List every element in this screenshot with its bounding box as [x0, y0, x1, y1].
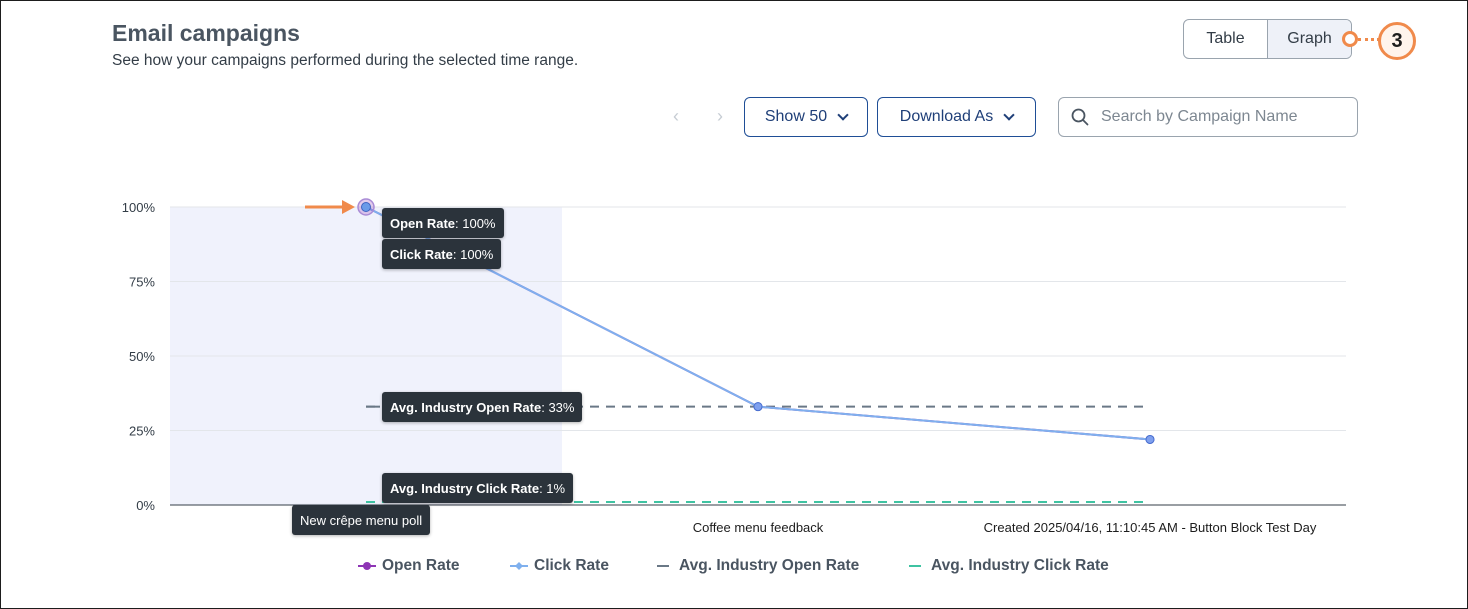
- tooltip-click-rate: Click Rate: 100%: [382, 239, 502, 269]
- search-input[interactable]: [1101, 108, 1341, 126]
- tooltip-avg-open-rate: Avg. Industry Open Rate: 33%: [382, 392, 583, 422]
- legend-open-rate-marker: [358, 562, 376, 570]
- tooltip-avg-open-label: Avg. Industry Open Rate: [390, 399, 542, 415]
- click-rate-point: [753, 402, 763, 412]
- table-view-button[interactable]: Table: [1184, 20, 1268, 58]
- tooltip-avg-click-label: Avg. Industry Click Rate: [390, 480, 540, 496]
- legend-item-click-rate[interactable]: Click Rate: [510, 557, 609, 575]
- y-tick-label: 0%: [136, 498, 155, 513]
- page-title: Email campaigns: [112, 20, 300, 46]
- tooltip-open-rate: Open Rate: 100%: [382, 208, 504, 238]
- tooltip-click-rate-label: Click Rate: [390, 246, 453, 262]
- tooltip-click-rate-value: : 100%: [452, 246, 494, 262]
- y-tick-label: 75%: [129, 275, 155, 290]
- next-page-button[interactable]: ›: [717, 106, 723, 126]
- legend-item-avg-click-rate[interactable]: Avg. Industry Click Rate: [907, 557, 1109, 575]
- y-tick-label: 100%: [122, 200, 156, 215]
- legend-click-rate-label: Click Rate: [534, 557, 609, 574]
- page-subtitle: See how your campaigns performed during …: [112, 52, 579, 69]
- legend-item-avg-open-rate[interactable]: Avg. Industry Open Rate: [655, 557, 859, 575]
- legend-item-open-rate[interactable]: Open Rate: [358, 557, 460, 575]
- tooltip-avg-open-value: : 33%: [541, 399, 575, 415]
- hover-point: [361, 202, 371, 212]
- view-toggle: Table Graph: [1183, 19, 1352, 59]
- campaign-search: [1058, 97, 1358, 137]
- legend-click-rate-marker: [510, 562, 528, 570]
- callout-connector: [1358, 38, 1380, 41]
- x-tick-label: Created 2025/04/16, 11:10:45 AM - Button…: [984, 520, 1317, 535]
- tooltip-avg-click-rate: Avg. Industry Click Rate: 1%: [382, 473, 574, 503]
- show-count-label: Show 50: [764, 108, 828, 125]
- show-count-dropdown[interactable]: Show 50: [744, 97, 868, 137]
- y-tick-label: 25%: [129, 424, 155, 439]
- legend-open-rate-label: Open Rate: [382, 557, 460, 574]
- annotation-arrow-head: [342, 200, 355, 214]
- tooltip-open-rate-label: Open Rate: [390, 215, 456, 231]
- tooltip-category: New crêpe menu poll: [292, 505, 431, 535]
- download-as-dropdown[interactable]: Download As: [877, 97, 1036, 137]
- tooltip-category-label: New crêpe menu poll: [300, 512, 423, 528]
- search-icon: [1071, 108, 1089, 126]
- click-rate-point: [1145, 434, 1155, 444]
- callout-ring: [1342, 31, 1358, 47]
- download-as-label: Download As: [899, 108, 994, 125]
- y-tick-label: 50%: [129, 349, 155, 364]
- legend-avg-open-label: Avg. Industry Open Rate: [679, 557, 860, 574]
- tooltip-avg-click-value: : 1%: [539, 480, 566, 496]
- callout-badge: 3: [1378, 22, 1416, 60]
- legend-avg-open-marker: [657, 565, 669, 567]
- x-tick-label: Coffee menu feedback: [693, 520, 824, 535]
- legend-avg-click-label: Avg. Industry Click Rate: [931, 557, 1109, 574]
- legend-avg-click-marker: [909, 565, 921, 567]
- graph-view-button[interactable]: Graph: [1268, 20, 1351, 58]
- tooltip-open-rate-value: : 100%: [455, 215, 496, 231]
- prev-page-button[interactable]: ‹: [673, 106, 679, 126]
